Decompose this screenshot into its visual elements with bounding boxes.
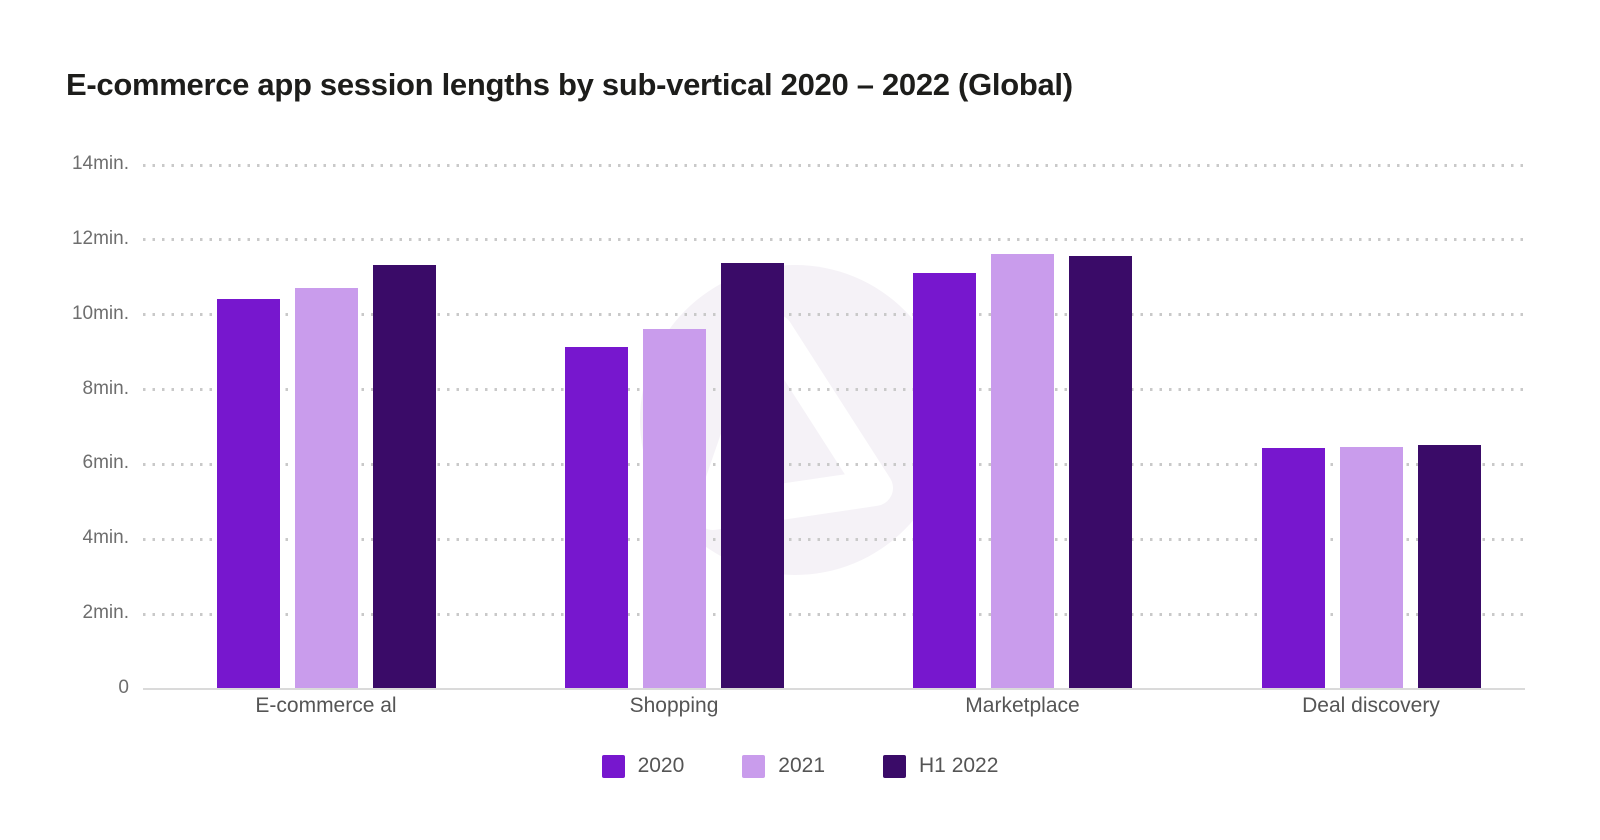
bar-2020	[913, 273, 976, 688]
y-tick-label: 10min.	[71, 302, 129, 324]
legend-swatch-icon	[883, 754, 907, 778]
gridline-8min	[143, 388, 1525, 392]
legend-swatch-icon	[601, 754, 625, 778]
bar-2020	[1261, 448, 1325, 688]
legend-label: 2020	[637, 754, 685, 777]
gridline-4min	[143, 537, 1525, 541]
legend: 2020 2021 H1 2022	[0, 754, 1600, 778]
y-tick-label: 6min.	[82, 452, 129, 474]
bar-2021	[991, 254, 1054, 688]
bar-group-4	[1261, 445, 1481, 688]
x-axis-baseline	[143, 688, 1525, 690]
bar-h1-2022	[1417, 445, 1481, 688]
legend-swatch-icon	[742, 754, 766, 778]
y-tick-label: 8min.	[82, 377, 129, 399]
gridline-12min	[143, 238, 1525, 242]
y-tick-label: 4min.	[82, 527, 129, 549]
gridline-2min	[143, 612, 1525, 616]
y-tick-label: 0	[118, 677, 129, 698]
bar-h1-2022	[1069, 256, 1132, 688]
legend-item-h1-2022: H1 2022	[883, 754, 998, 778]
gridline-10min	[143, 313, 1525, 317]
x-category-label: Marketplace	[965, 694, 1080, 717]
gridline-6min	[143, 462, 1525, 466]
bar-group-2	[564, 263, 784, 688]
x-category-label: E-commerce al	[255, 694, 397, 717]
bar-2021	[642, 329, 706, 688]
x-category-label: Shopping	[629, 694, 719, 717]
bar-2020	[564, 347, 628, 688]
x-category-label: Deal discovery	[1302, 694, 1440, 717]
y-tick-label: 14min.	[71, 153, 129, 174]
bar-2021	[1339, 447, 1403, 688]
chart-title: E-commerce app session lengths by sub-ve…	[66, 66, 1073, 102]
bar-2020	[216, 299, 280, 688]
legend-item-2021: 2021	[742, 754, 825, 778]
legend-label: 2021	[778, 754, 826, 777]
gridline-14min	[143, 163, 1525, 167]
bar-h1-2022	[720, 263, 784, 688]
y-tick-label: 2min.	[82, 602, 129, 624]
y-tick-label: 12min.	[71, 227, 129, 249]
plot-area: 14min. 12min. 10min. 8min. 6min. 4min. 2min. 0	[72, 153, 1525, 698]
bar-h1-2022	[372, 265, 436, 688]
bar-group-1	[216, 265, 436, 688]
bar-group-3	[913, 254, 1132, 688]
legend-label: H1 2022	[919, 754, 999, 777]
legend-item-2020: 2020	[601, 754, 685, 778]
bar-2021	[294, 288, 358, 688]
